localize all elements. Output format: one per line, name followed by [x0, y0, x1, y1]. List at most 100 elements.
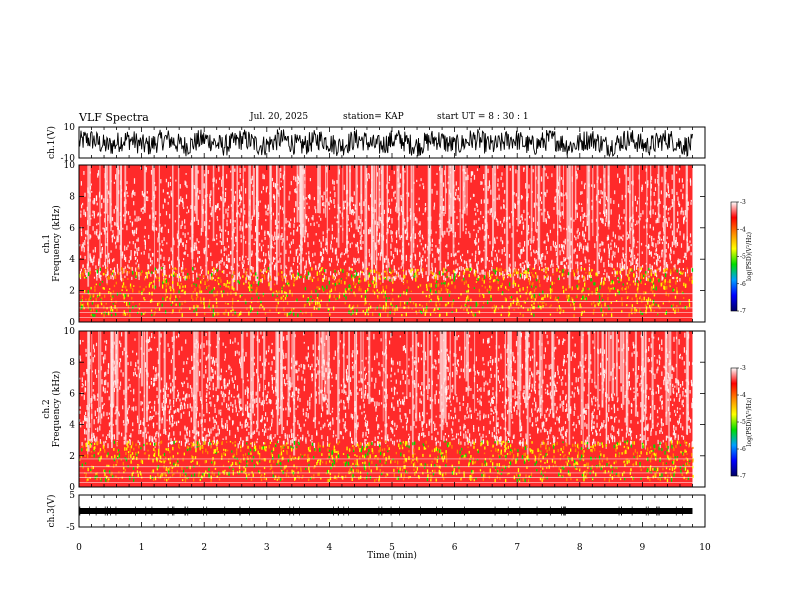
spectrogram-cell [187, 232, 189, 235]
spectrogram-cell [405, 270, 407, 276]
spectrogram-cell [137, 237, 139, 242]
spectrogram-cell [350, 289, 353, 292]
spectrogram-cell [384, 270, 386, 273]
spectrogram-cell [307, 271, 310, 276]
spectrogram-cell [321, 195, 323, 198]
spectrogram-cell [234, 227, 236, 229]
spectrogram-cell [637, 421, 639, 425]
spectrogram-cell [664, 312, 667, 315]
spectrogram-cell [104, 311, 106, 313]
spectrogram-cell [397, 295, 400, 298]
spectrogram-cell [438, 313, 441, 317]
spectrogram-cell [164, 270, 166, 276]
spectrogram-cell [468, 416, 470, 419]
spectrogram-streak [276, 165, 278, 285]
spectrogram-cell [573, 314, 575, 318]
spectrogram-cell [175, 295, 177, 299]
spectrogram-cell [151, 435, 153, 441]
spectrogram-cell [497, 165, 499, 169]
spectrogram-cell [557, 189, 560, 194]
spectrogram-cell [277, 260, 279, 263]
spectrogram-cell [298, 439, 300, 444]
spectrogram-cell [600, 217, 602, 221]
spectrogram-cell [353, 191, 355, 196]
spectrogram-cell [372, 275, 374, 281]
spectrogram-cell [457, 250, 459, 253]
spectrogram-cell [311, 299, 314, 303]
spectrogram-cell [333, 273, 335, 277]
spectrogram-cell [259, 243, 261, 247]
spectrogram-cell [652, 303, 654, 306]
spectrogram-cell [542, 305, 544, 308]
spectrogram-cell [207, 238, 209, 241]
spectrogram-cell [239, 167, 241, 173]
spectrogram-cell [103, 211, 105, 214]
spectrogram-cell [524, 260, 526, 263]
spectrogram-cell [496, 276, 498, 280]
spectrogram-cell [347, 214, 349, 219]
spectrogram-cell [646, 299, 648, 302]
spectrogram-cell [134, 191, 136, 196]
spectrogram-cell [173, 240, 175, 246]
spectrogram-cell [93, 308, 95, 312]
spectrogram-cell [482, 269, 484, 275]
spectrogram-cell [522, 273, 524, 279]
spectrogram-cell [604, 211, 606, 217]
spectrogram-cell [364, 302, 366, 306]
spectrogram-cell [566, 262, 568, 265]
spectrogram-cell [637, 262, 639, 267]
spectrogram-cell [342, 436, 344, 440]
spectrogram-cell [328, 228, 330, 231]
spectrogram-cell [632, 368, 634, 372]
spectrogram-cell [345, 287, 347, 291]
spectrogram-streak [412, 165, 415, 253]
spectrogram-cell [390, 251, 392, 256]
spectrogram-cell [126, 271, 128, 276]
spectrogram-cell [208, 244, 210, 248]
spectrogram-cell [651, 238, 653, 242]
spectrogram-cell [182, 232, 184, 236]
spectrogram-cell [101, 247, 103, 251]
spectrogram-cell [183, 207, 185, 210]
spectrogram-cell [280, 180, 282, 183]
spectrogram-cell [194, 267, 196, 270]
spectrogram-cell [614, 190, 616, 195]
spectrogram-cell [308, 301, 310, 304]
spectrogram-cell [659, 255, 661, 259]
spectrogram-cell [570, 228, 572, 233]
spectrogram-cell [477, 261, 479, 265]
spectrogram-cell [273, 182, 275, 188]
spectrogram-cell [494, 241, 496, 244]
spectrogram-cell [533, 289, 536, 292]
spectrogram-cell [218, 312, 220, 316]
spectrogram-cell [186, 275, 188, 279]
spectrogram-cell [169, 286, 171, 289]
spectrogram-cell [643, 225, 645, 229]
spectrogram-cell [261, 362, 264, 366]
spectrogram-cell [139, 285, 141, 288]
spectrogram-cell [99, 267, 101, 271]
spectrogram-cell [636, 351, 638, 358]
spectrogram-cell [208, 303, 210, 306]
spectrogram-cell [293, 175, 295, 181]
spectrogram-cell [495, 218, 497, 221]
spectrogram-cell [392, 278, 394, 282]
spectrogram-cell [329, 313, 331, 316]
spectrogram-cell [355, 272, 357, 276]
spectrogram-streak [440, 165, 443, 236]
spectrogram-cell [458, 266, 460, 271]
spectrogram-cell [415, 277, 417, 282]
spectrogram-cell [89, 234, 91, 240]
spectrogram-cell [298, 244, 301, 248]
spectrogram-cell [109, 288, 111, 290]
spectrogram-cell [430, 298, 432, 302]
spectrogram-cell [519, 242, 521, 245]
spectrogram-cell [287, 281, 289, 285]
spectrogram-cell [393, 256, 395, 259]
spectrogram-cell [284, 276, 286, 278]
spectrogram-cell [315, 301, 317, 306]
spectrogram-cell [293, 312, 295, 317]
spectrogram-cell [112, 270, 115, 273]
spectrogram-cell [640, 279, 642, 283]
spectrogram-cell [104, 218, 106, 223]
